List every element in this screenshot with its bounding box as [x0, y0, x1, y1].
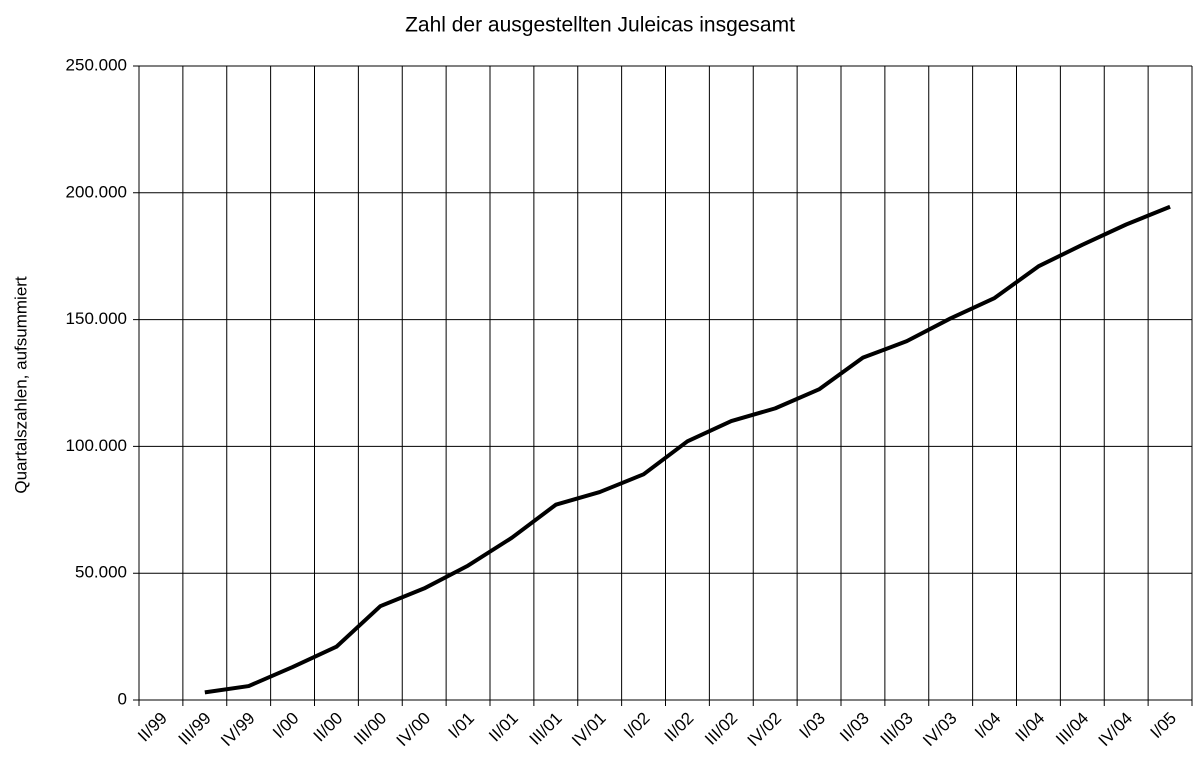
- y-tick-label: 150.000: [66, 309, 127, 328]
- x-tick-label: IV/03: [919, 709, 961, 751]
- x-tick-label: II/04: [1012, 709, 1049, 746]
- x-tick-label: I/02: [620, 709, 653, 742]
- x-tick-label: III/01: [526, 709, 566, 749]
- x-tick-label: IV/99: [217, 709, 259, 751]
- chart-title: Zahl der ausgestellten Juleicas insgesam…: [405, 14, 795, 37]
- x-tick-label: II/03: [836, 709, 873, 746]
- x-tick-label: II/02: [661, 709, 698, 746]
- x-tick-label: I/01: [445, 709, 478, 742]
- x-tick-label: III/03: [877, 709, 917, 749]
- x-tick-label: IV/02: [744, 709, 786, 751]
- x-tick-label: III/99: [175, 709, 215, 749]
- x-tick-label: III/04: [1052, 709, 1092, 749]
- x-tick-label: III/02: [701, 709, 741, 749]
- x-tick-label: IV/01: [568, 709, 610, 751]
- y-tick-label: 100.000: [66, 436, 127, 455]
- x-tick-label: I/04: [971, 709, 1004, 742]
- y-tick-label: 50.000: [75, 563, 127, 582]
- x-tick-label: I/05: [1147, 709, 1180, 742]
- y-tick-label: 200.000: [66, 182, 127, 201]
- y-axis-label: Quartalszahlen, aufsummiert: [11, 276, 30, 494]
- x-tick-label: II/01: [485, 709, 522, 746]
- y-tick-label: 250.000: [66, 55, 127, 74]
- y-tick-label: 0: [118, 689, 127, 708]
- x-tick-label: IV/04: [1095, 709, 1137, 751]
- x-tick-label: IV/00: [393, 709, 435, 751]
- x-tick-label: I/03: [796, 709, 829, 742]
- x-tick-label: I/00: [269, 709, 302, 742]
- x-tick-label: II/99: [134, 709, 171, 746]
- x-tick-label: III/00: [350, 709, 390, 749]
- x-tick-label: II/00: [310, 709, 347, 746]
- data-line: [204, 204, 1171, 695]
